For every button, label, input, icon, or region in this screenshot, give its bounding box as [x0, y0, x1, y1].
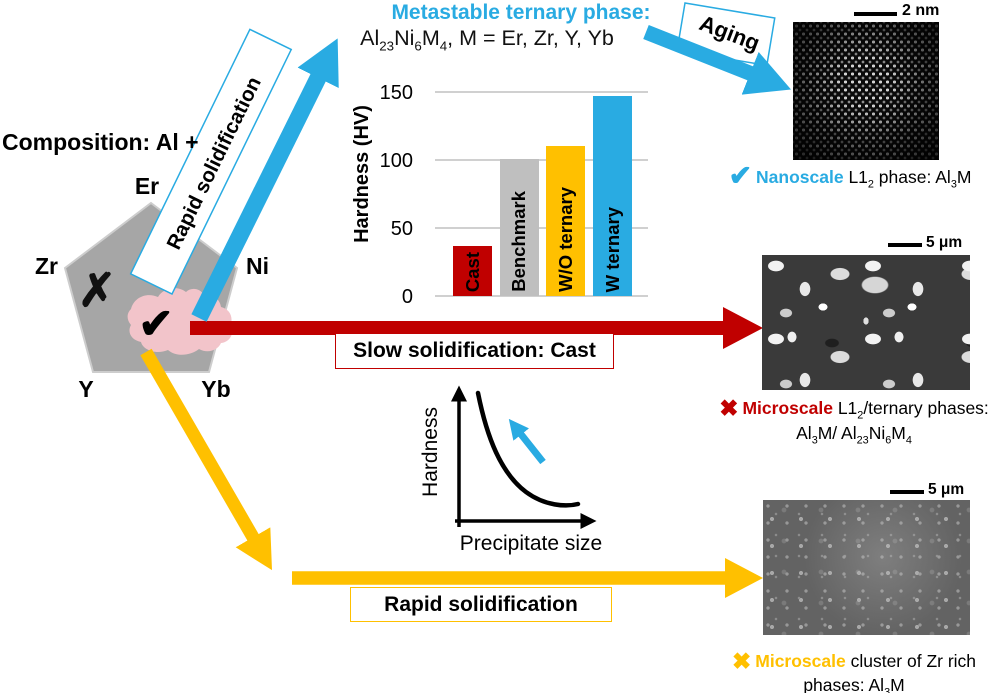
- rs-sem-image: [763, 500, 970, 635]
- check-icon: ✔: [728, 160, 753, 191]
- bar-label: W/O ternary: [554, 187, 576, 292]
- aging-arrow: [643, 25, 792, 95]
- pentagon-label-ni: Ni: [246, 253, 269, 279]
- rs-sem-caption-keyword: Microscale: [755, 651, 846, 671]
- bar-label: W ternary: [601, 206, 623, 292]
- x-icon-yellow: ✖: [731, 648, 752, 674]
- stem-caption-keyword: Nanoscale: [756, 167, 844, 187]
- rapid-solidification-diagonal-arrow: [191, 38, 339, 322]
- ytick-0: 0: [401, 286, 413, 308]
- sketch-plot: [451, 385, 597, 529]
- cast-sem-caption-text: L12/ternary phases:: [832, 398, 989, 422]
- pentagon-label-y: Y: [78, 376, 93, 402]
- bar-label: Benchmark: [508, 191, 530, 292]
- bar-label: Cast: [461, 251, 483, 292]
- cast-sem-scale-bar-label: 5 μm: [926, 234, 963, 251]
- metastable-phase-title: Metastable ternary phase:: [391, 1, 651, 24]
- sketch-xlabel: Precipitate size: [460, 532, 602, 555]
- gridline-50: [435, 227, 648, 229]
- rs-sem-caption-line2: phases: Al3M: [803, 675, 905, 693]
- stem-scale-bar-line: [854, 12, 897, 16]
- cast-sem-caption-keyword: Microscale: [742, 398, 833, 418]
- cast-sem-caption-line1: ✖ Microscale L12/ternary phases:: [706, 394, 1000, 423]
- bar-chart-plot: 0 50 100 150 Cast Benchmark W/O ternary W terna…: [380, 82, 648, 308]
- x-icon-red: ✖: [719, 395, 739, 421]
- bar-w-o-ternary: W/O ternary: [546, 146, 586, 296]
- stem-image: [793, 22, 939, 160]
- selected-check-mark: ✔: [138, 300, 173, 347]
- rs-sem-caption-line1: ✖ Microscale cluster of Zr rich: [706, 647, 1000, 675]
- rs-sem-caption-text: cluster of Zr rich: [845, 651, 977, 671]
- stem-caption-text: L12 phase: Al3M: [843, 167, 972, 191]
- cast-sem-caption: ✖ Microscale L12/ternary phases: Al3M/ Al…: [706, 394, 1000, 447]
- ytick-100: 100: [379, 150, 413, 172]
- rs-sem-scale-bar-line: [890, 490, 924, 494]
- rejected-x-mark: ✗: [78, 264, 117, 316]
- stem-scale-bar-label: 2 nm: [902, 2, 940, 19]
- pentagon-label-yb: Yb: [201, 376, 230, 402]
- gridline-100: [435, 159, 648, 161]
- composition-title: Composition: Al +: [2, 129, 199, 155]
- sketch-decay-curve: [475, 390, 581, 508]
- rapid-solidification-down-arrow: [140, 348, 273, 571]
- cast-sem-scale-bar-line: [888, 243, 922, 247]
- slow-solidification-box: Slow solidification: Cast: [335, 333, 614, 369]
- stem-caption: ✔ Nanoscale L12 phase: Al3M: [700, 159, 1000, 193]
- sketch-ylabel: Hardness: [419, 407, 442, 497]
- bar-benchmark: Benchmark: [499, 158, 539, 296]
- bar-w-ternary: W ternary: [593, 96, 633, 296]
- pentagon-label-er: Er: [135, 173, 159, 199]
- gridline-0: [435, 295, 648, 297]
- bar-cast: Cast: [453, 245, 492, 296]
- rs-sem-scale-bar-label: 5 μm: [928, 481, 965, 498]
- sketch-trend-arrow: [508, 418, 546, 465]
- rapid-solidification-box: Rapid solidification: [350, 587, 612, 622]
- ytick-50: 50: [390, 218, 413, 240]
- gridline-150: [435, 91, 648, 93]
- metastable-phase-formula: Al23Ni6M4, M = Er, Zr, Y, Yb: [360, 26, 614, 54]
- rs-sem-caption: ✖ Microscale cluster of Zr rich phases: A…: [706, 647, 1000, 693]
- pentagon-label-zr: Zr: [35, 253, 58, 279]
- ytick-150: 150: [379, 82, 413, 104]
- cast-sem-image: [762, 255, 970, 390]
- cast-sem-caption-line2: Al3M/ Al23Ni6M4: [796, 422, 912, 447]
